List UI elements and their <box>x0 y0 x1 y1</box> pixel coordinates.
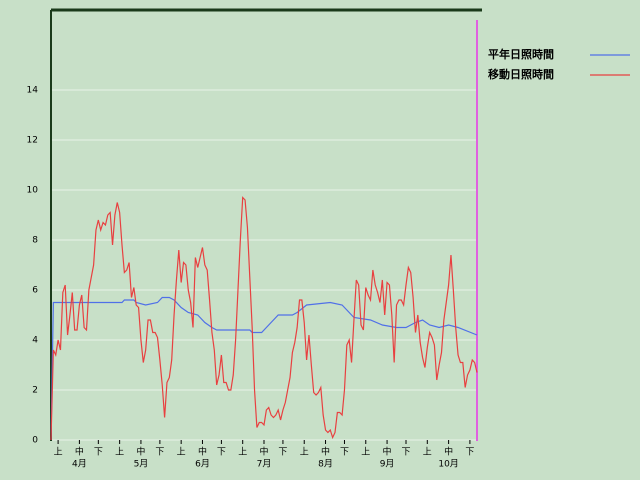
month-label: 10月 <box>438 459 458 470</box>
x-tick-label: 中 <box>444 446 453 458</box>
y-tick-label: 6 <box>32 286 38 296</box>
x-tick-label: 中 <box>383 446 392 458</box>
x-tick-label: 下 <box>465 448 474 458</box>
month-label: 8月 <box>318 459 333 470</box>
x-tick-label: 下 <box>155 448 164 458</box>
x-tick-label: 中 <box>136 446 145 458</box>
x-tick-label: 下 <box>217 448 226 458</box>
legend-label: 平年日照時間 <box>488 47 554 61</box>
x-tick-label: 下 <box>340 448 349 458</box>
month-label: 5月 <box>134 459 149 470</box>
x-tick-label: 中 <box>321 446 330 458</box>
series-line <box>50 296 478 441</box>
series-line <box>50 196 478 441</box>
x-tick-label: 中 <box>259 446 268 458</box>
month-label: 6月 <box>195 459 210 470</box>
x-tick-label: 上 <box>238 447 247 458</box>
grid <box>51 89 477 441</box>
x-tick-label: 下 <box>278 448 287 458</box>
y-tick-label: 0 <box>32 436 38 446</box>
month-label: 4月 <box>72 459 87 470</box>
month-label: 9月 <box>380 459 395 470</box>
x-tick-label: 下 <box>94 448 103 458</box>
x-tick-label: 上 <box>54 447 63 458</box>
x-tick-label: 下 <box>401 448 410 458</box>
y-tick-label: 14 <box>27 86 39 96</box>
x-tick-label: 上 <box>115 447 124 458</box>
x-tick-label: 中 <box>198 446 207 458</box>
plot-area <box>50 196 478 441</box>
x-tick-label: 中 <box>75 446 84 458</box>
x-tick-label: 上 <box>177 447 186 458</box>
x-tick-label: 上 <box>361 447 370 458</box>
legend-label: 移動日照時間 <box>488 67 554 81</box>
y-tick-label: 4 <box>32 336 38 346</box>
y-tick-label: 2 <box>32 386 38 396</box>
y-tick-label: 10 <box>27 186 39 196</box>
y-tick-label: 8 <box>32 236 38 246</box>
x-tick-label: 上 <box>300 447 309 458</box>
y-tick-label: 12 <box>27 136 38 146</box>
x-tick-label: 上 <box>423 447 432 458</box>
month-label: 7月 <box>257 459 272 470</box>
